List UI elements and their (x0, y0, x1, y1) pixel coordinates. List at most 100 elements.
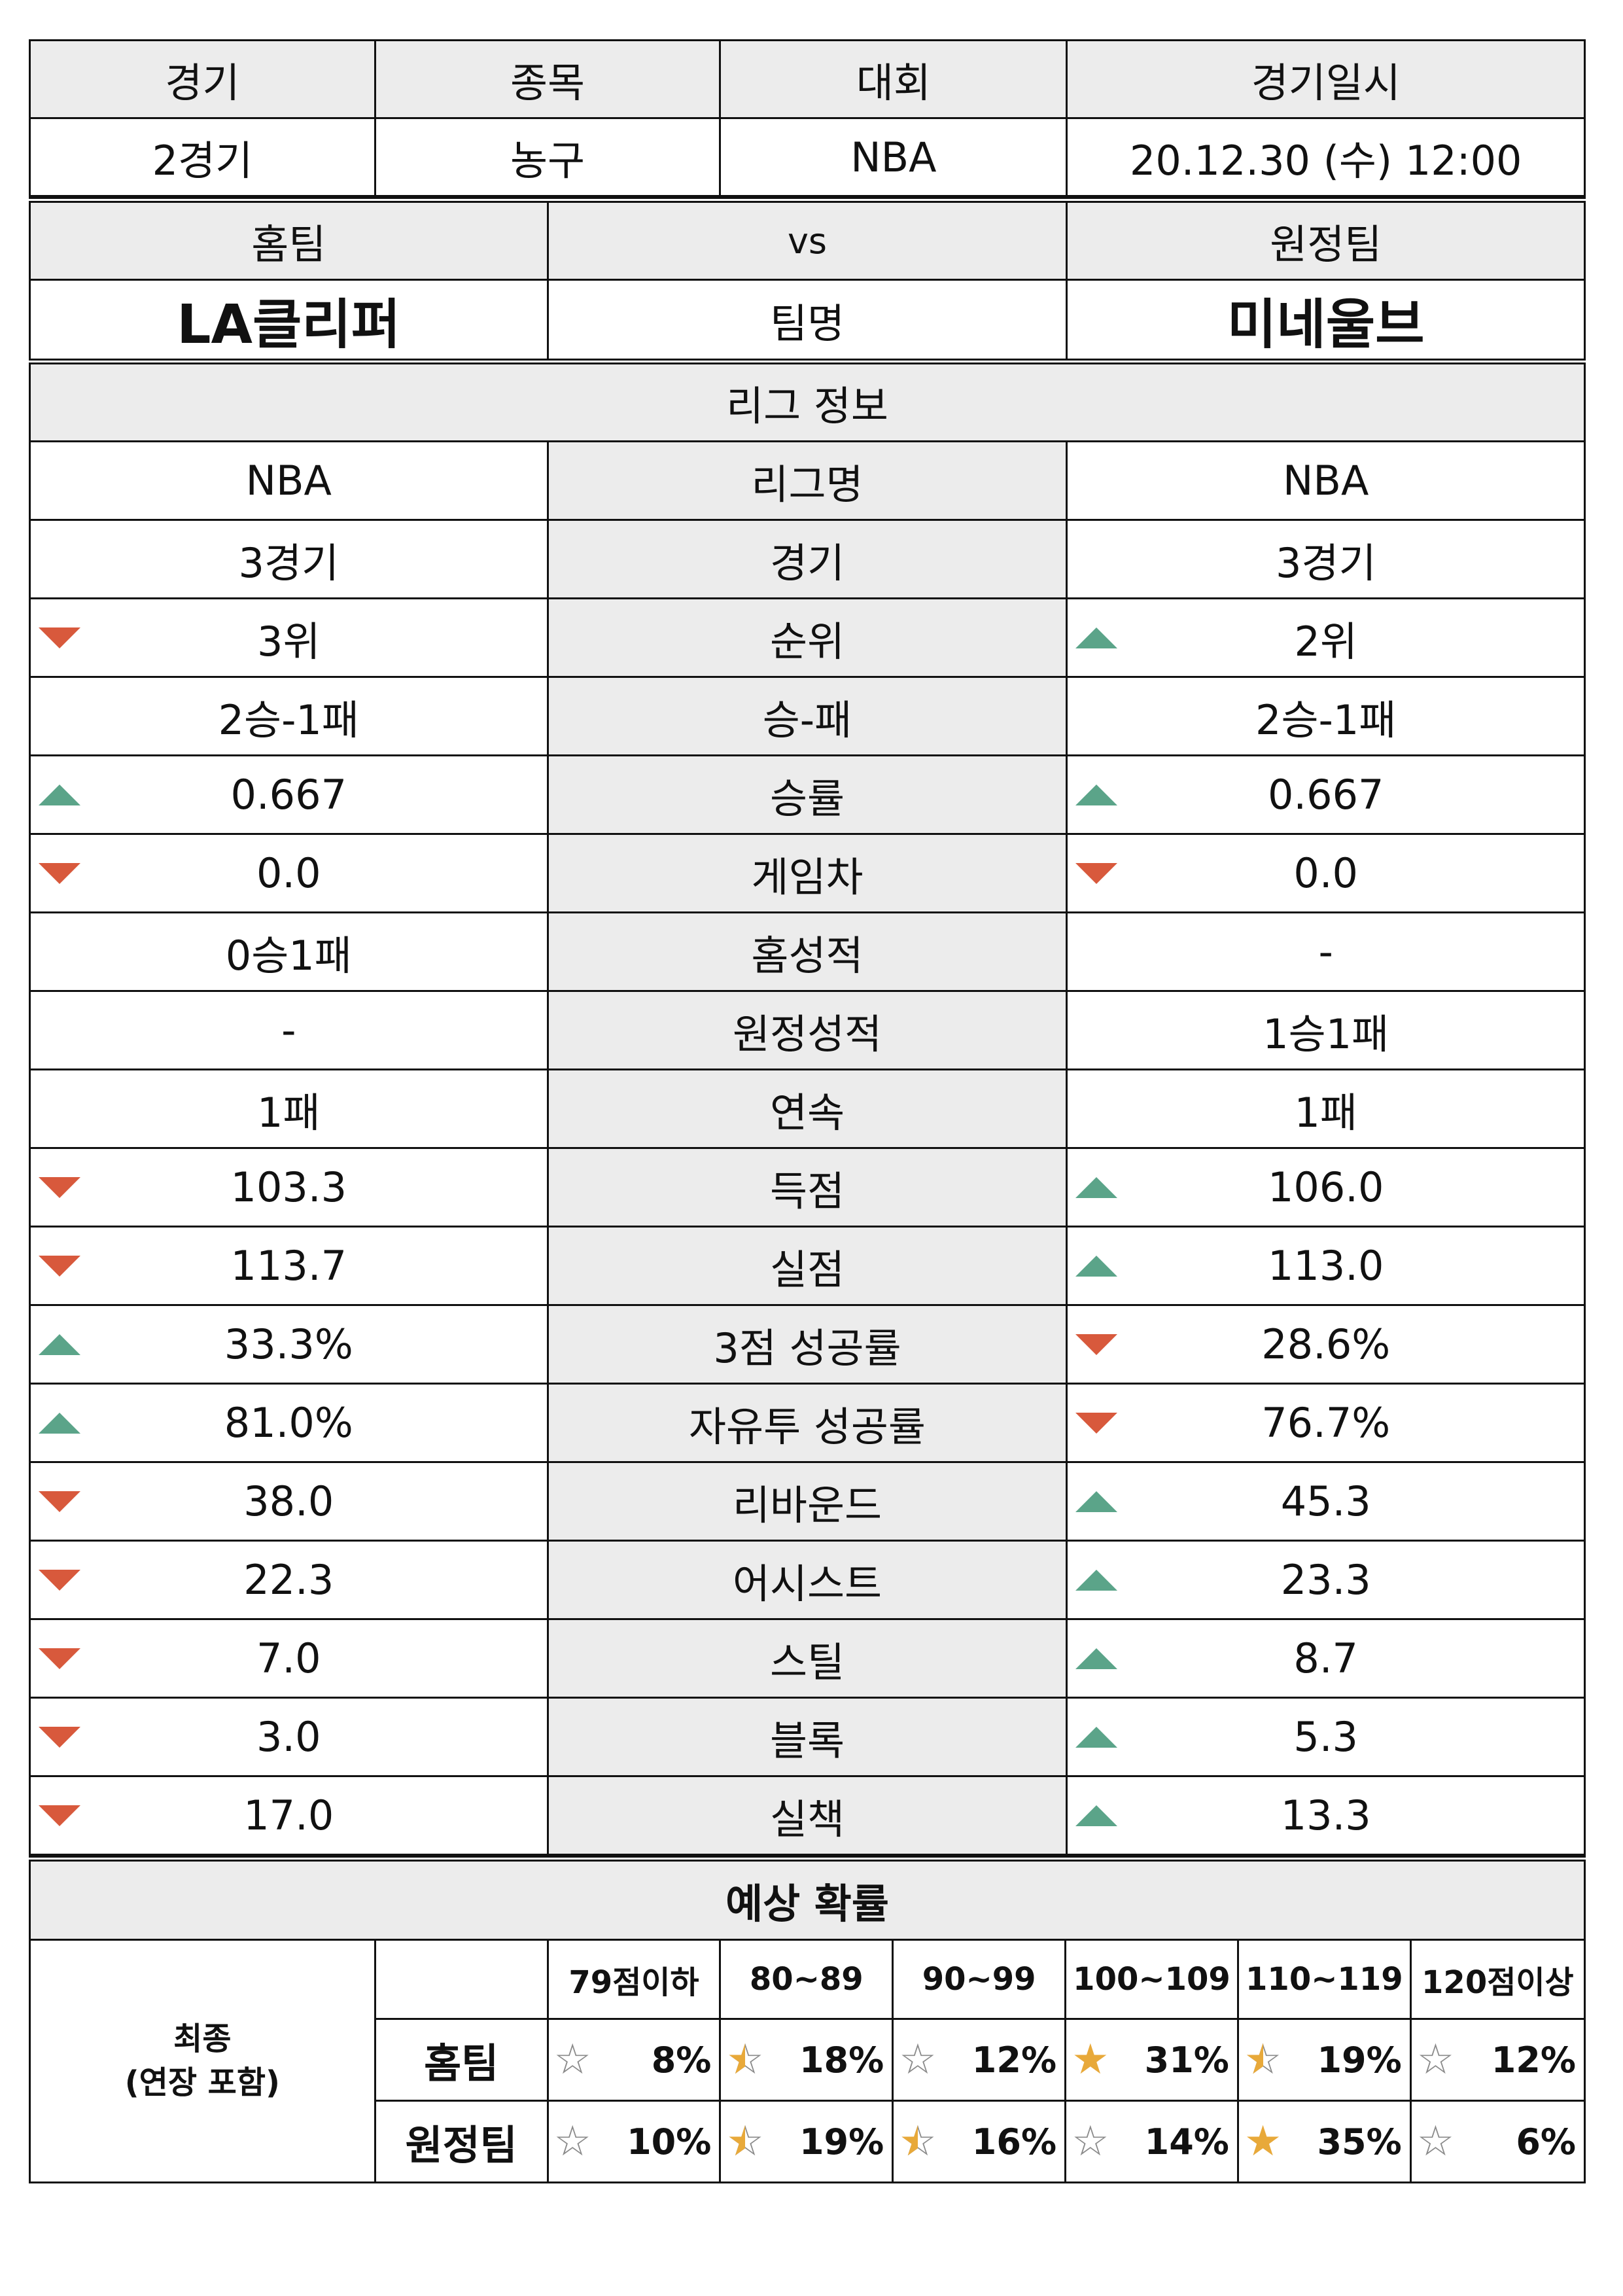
prediction-title-row: 예상 확률 (29, 1856, 1586, 1941)
stat-label: 블록 (546, 1697, 1068, 1777)
stat-away-value: 2위 (1066, 597, 1586, 678)
arrow-up-icon (39, 1333, 80, 1355)
star-empty-icon: ☆ (1416, 2036, 1455, 2084)
stat-home-value-text: 3위 (257, 617, 321, 665)
stat-home-value-text: 0승1패 (225, 931, 352, 980)
stat-row: 17.0 실책 13.3 (29, 1775, 1586, 1856)
arrow-down-icon (39, 1726, 80, 1748)
stat-row: 0.0 게임차 0.0 (29, 833, 1586, 913)
stat-label-text: 득점 (769, 1167, 845, 1215)
prediction-home-label: 홈팀 (374, 2018, 549, 2102)
probability-cell: ★ 31% (1064, 2018, 1239, 2102)
stat-home-value: 0.667 (29, 754, 549, 835)
arrow-down-icon (39, 1176, 80, 1198)
stat-away-value: 1패 (1066, 1069, 1586, 1149)
stat-home-value: 81.0% (29, 1383, 549, 1463)
arrow-up-icon (39, 784, 80, 805)
stat-away-value: 8.7 (1066, 1618, 1586, 1699)
final-label: 최종 (연장 포함) (29, 1939, 376, 2183)
stat-row: 33.3% 3점 성공률 28.6% (29, 1304, 1586, 1385)
stat-home-value: - (29, 990, 549, 1070)
stat-home-value-text: - (281, 1006, 296, 1054)
stat-label: 연속 (546, 1069, 1068, 1149)
probability-value: 12% (1491, 2039, 1576, 2081)
header-sport: 종목 (374, 39, 722, 119)
probability-value: 8% (651, 2039, 712, 2081)
stat-label: 3점 성공률 (546, 1304, 1068, 1385)
arrow-down-icon (39, 1569, 80, 1591)
star-empty-icon: ☆ (1072, 2117, 1109, 2166)
range-5: 120점이상 (1409, 1939, 1586, 2020)
stat-away-value-text: 28.6% (1261, 1320, 1391, 1368)
star-filled-icon: ★ (1244, 2117, 1282, 2166)
probability-cell: ☆ 12% (1409, 2018, 1586, 2102)
stat-away-value: NBA (1066, 440, 1586, 521)
probability-cell: ☆ ★ 19% (1236, 2018, 1412, 2102)
league-info-title: 리그 정보 (29, 359, 1586, 442)
stat-away-value-text: 0.667 (1267, 771, 1384, 819)
arrow-up-icon (1075, 627, 1118, 648)
stat-home-value: 33.3% (29, 1304, 549, 1385)
stat-row: 22.3 어시스트 23.3 (29, 1540, 1586, 1620)
stat-label-text: 승률 (769, 774, 845, 822)
stat-home-value-text: NBA (245, 457, 332, 504)
star-empty-icon: ☆ (899, 2036, 937, 2084)
range-1: 80~89 (719, 1939, 894, 2020)
stat-home-value-text: 3.0 (256, 1713, 321, 1761)
stat-label: 실점 (546, 1226, 1068, 1306)
stat-label-text: 승-패 (762, 696, 852, 744)
stat-away-value: 0.667 (1066, 754, 1586, 835)
stat-home-value: 3경기 (29, 519, 549, 599)
stat-home-value: 113.7 (29, 1226, 549, 1306)
stat-row: NBA 리그명 NBA (29, 440, 1586, 521)
stat-away-value: 28.6% (1066, 1304, 1586, 1385)
probability-cell: ☆ 8% (546, 2018, 722, 2102)
stat-row: 7.0 스틸 8.7 (29, 1618, 1586, 1699)
arrow-down-icon (1075, 1412, 1118, 1434)
prediction-away-row: 원정팀 ☆ 10% ☆ ★ 19% ☆ ★ 16% ☆ 14% ★ 35% ☆ 6% (30, 2100, 1586, 2183)
stat-home-value: 17.0 (29, 1775, 549, 1856)
stat-away-value-text: 5.3 (1293, 1713, 1359, 1761)
arrow-down-icon (1075, 1333, 1118, 1355)
stat-away-value-text: - (1318, 928, 1333, 976)
prediction-range-row: 최종 (연장 포함) 79점이하 80~89 90~99 100~109 110… (29, 1939, 1586, 2183)
stat-away-value-text: 8.7 (1293, 1634, 1359, 1682)
prediction-table: 예상 확률 최종 (연장 포함) 79점이하 80~89 90~99 100~1… (29, 1856, 1586, 2183)
prediction-title: 예상 확률 (29, 1856, 1586, 1941)
arrow-down-icon (1075, 862, 1118, 884)
star-half-icon: ☆ ★ (899, 2117, 937, 2166)
final-label-line1: 최종 (173, 2020, 232, 2057)
stat-label-text: 실책 (769, 1795, 845, 1843)
value-datetime: 20.12.30 (수) 12:00 (1066, 117, 1586, 197)
home-team-name: LA클리퍼 (29, 279, 549, 362)
stat-row: 3.0 블록 5.3 (29, 1697, 1586, 1777)
stat-home-value-text: 81.0% (224, 1399, 353, 1447)
stat-row: 2승-1패 승-패 2승-1패 (29, 676, 1586, 756)
stat-home-value-text: 17.0 (243, 1792, 334, 1839)
stat-away-value: 23.3 (1066, 1540, 1586, 1620)
stat-row: 3경기 경기 3경기 (29, 519, 1586, 599)
stat-home-value: 38.0 (29, 1461, 549, 1542)
probability-cell: ☆ ★ 16% (892, 2100, 1067, 2183)
arrow-up-icon (1075, 784, 1118, 805)
stat-label: 득점 (546, 1147, 1068, 1227)
probability-value: 14% (1144, 2121, 1229, 2163)
stat-away-value-text: 13.3 (1280, 1792, 1371, 1839)
stat-home-value-text: 22.3 (243, 1556, 334, 1604)
probability-value: 18% (799, 2039, 884, 2081)
stat-label-text: 연속 (769, 1088, 845, 1137)
range-corner (374, 1939, 549, 2020)
league-info-title-row: 리그 정보 (29, 359, 1586, 442)
probability-value: 19% (1317, 2039, 1402, 2081)
range-4: 110~119 (1236, 1939, 1412, 2020)
stat-label: 리바운드 (546, 1461, 1068, 1542)
stat-label-text: 리바운드 (732, 1481, 882, 1529)
stat-label: 어시스트 (546, 1540, 1068, 1620)
star-half-icon: ☆ ★ (1244, 2036, 1282, 2084)
star-empty-icon: ☆ (553, 2036, 591, 2084)
range-2: 90~99 (892, 1939, 1067, 2020)
arrow-up-icon (1075, 1726, 1118, 1748)
stat-away-value-text: 106.0 (1267, 1163, 1384, 1211)
star-half-icon: ☆ ★ (726, 2117, 764, 2166)
stat-home-value: 3.0 (29, 1697, 549, 1777)
